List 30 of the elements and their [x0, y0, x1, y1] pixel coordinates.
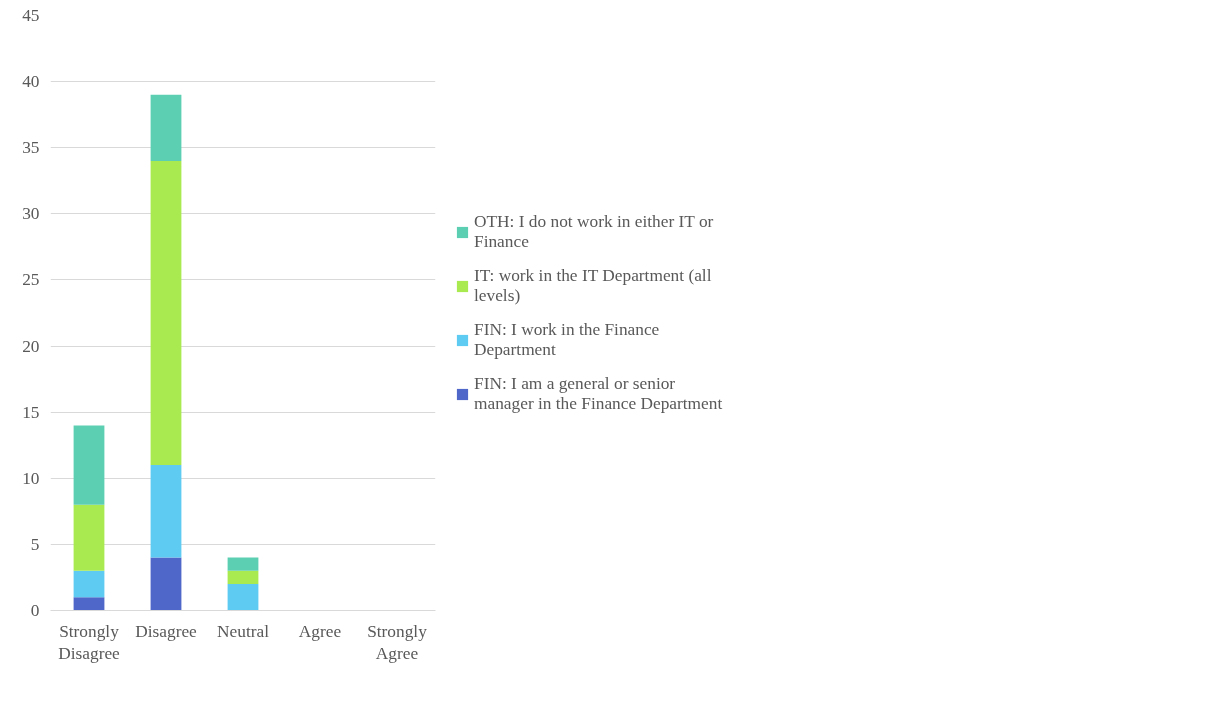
bar — [227, 557, 259, 571]
y-tick-label: 35 — [22, 138, 40, 158]
bar — [150, 557, 182, 611]
y-tick-label: 0 — [30, 601, 40, 620]
x-tick-label: Agree — [298, 621, 342, 641]
y-tick-label: 40 — [22, 72, 40, 92]
bar — [150, 465, 182, 558]
y-tick-label: 10 — [22, 468, 40, 488]
x-tick-label: Strongly Agree — [367, 621, 428, 664]
bar — [150, 160, 182, 466]
y-tick-label: 20 — [22, 336, 40, 356]
bar — [73, 597, 105, 611]
y-tick-label: 30 — [22, 204, 40, 224]
y-tick-label: 25 — [22, 270, 40, 290]
bar — [73, 570, 105, 598]
legend-label: IT: work in the IT Department (all levels) — [474, 265, 712, 306]
bar — [227, 584, 259, 611]
x-tick-label: Disagree — [135, 621, 198, 641]
legend-label: FIN: I work in the Finance Department — [474, 319, 660, 360]
x-tick-label: Neutral — [217, 621, 270, 641]
bar — [73, 425, 105, 505]
legend-label: FIN: I am a general or senior manager in the Finance Department — [474, 373, 723, 414]
bar — [227, 570, 259, 585]
bar — [73, 504, 105, 571]
y-tick-label: 45 — [22, 6, 40, 25]
y-tick-label: 15 — [22, 402, 40, 422]
legend-label: OTH: I do not work in either IT or Finance — [474, 211, 714, 252]
bar — [150, 94, 182, 161]
x-tick-label: Strongly Disagree — [58, 621, 121, 664]
y-tick-label: 5 — [30, 534, 40, 554]
